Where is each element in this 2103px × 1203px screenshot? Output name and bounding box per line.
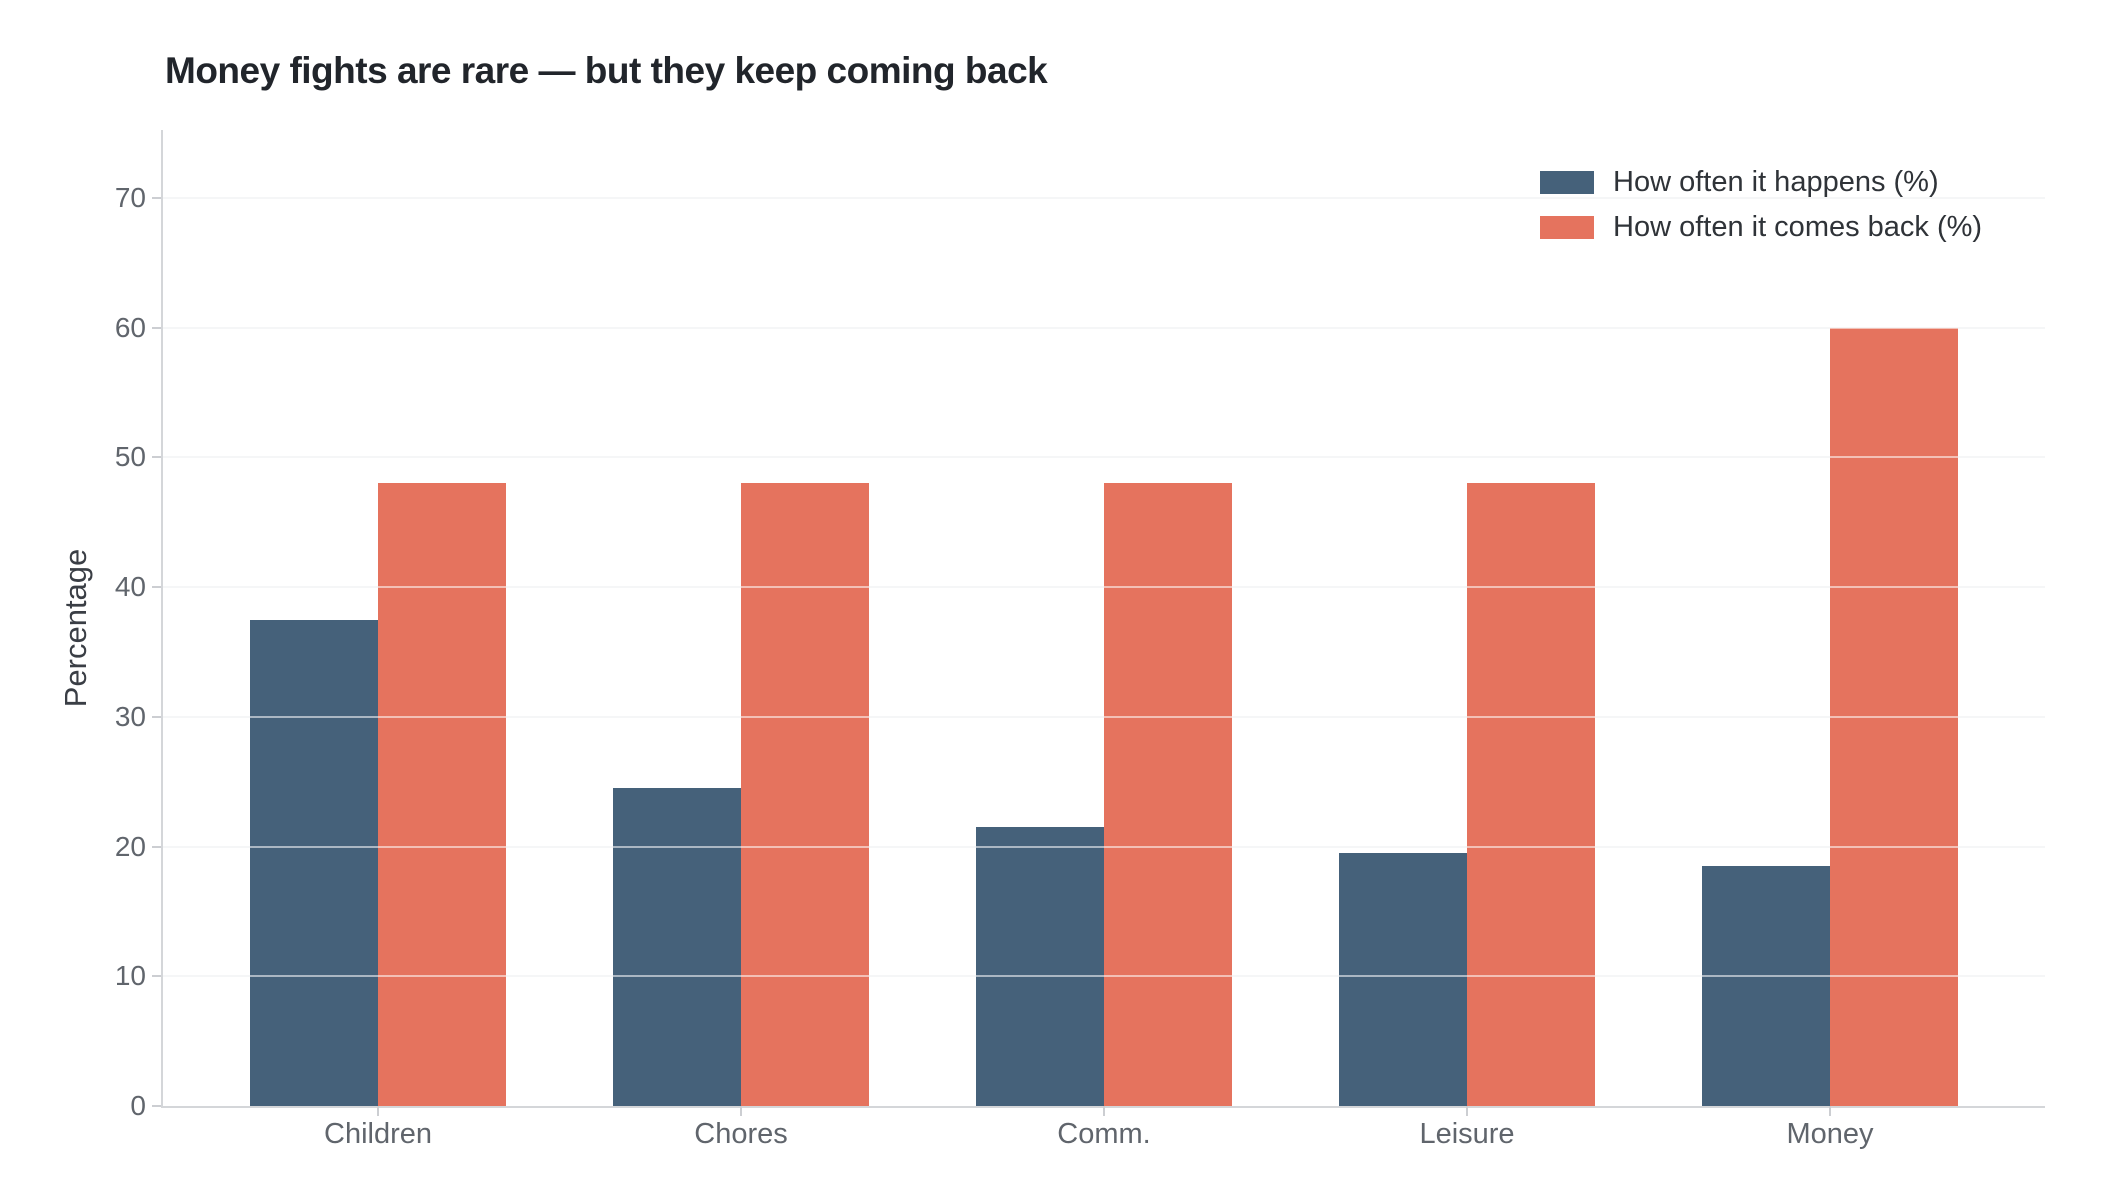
x-tick-mark-chores (740, 1106, 742, 1116)
plot-area (163, 130, 2045, 1106)
x-tick-mark-leisure (1466, 1106, 1468, 1116)
x-tick-label-comm: Comm. (1057, 1118, 1151, 1150)
y-tick-label-50: 50 (114, 441, 146, 473)
y-tick-label-60: 60 (114, 311, 146, 343)
y-tick-mark-10 (152, 975, 161, 978)
legend-swatch-happens (1540, 171, 1594, 194)
y-axis-line (161, 130, 163, 1108)
y-tick-mark-30 (152, 715, 161, 718)
x-tick-mark-comm (1103, 1106, 1105, 1116)
bar-how-often-it-happens-money (1702, 866, 1830, 1106)
bar-how-often-it-comes-back-children (378, 483, 506, 1106)
y-tick-label-10: 10 (114, 960, 146, 992)
y-tick-label-20: 20 (114, 830, 146, 862)
legend: How often it happens (%) How often it co… (1540, 166, 1982, 256)
y-tick-mark-70 (152, 197, 161, 200)
x-tick-label-leisure: Leisure (1419, 1118, 1515, 1150)
y-tick-mark-60 (152, 326, 161, 329)
x-tick-label-chores: Chores (694, 1118, 788, 1150)
chart-title: Money fights are rare — but they keep co… (165, 50, 1048, 91)
bar-how-often-it-happens-comm (976, 827, 1104, 1106)
bar-how-often-it-happens-leisure (1339, 853, 1467, 1106)
x-tick-mark-money (1829, 1106, 1831, 1116)
bar-how-often-it-comes-back-leisure (1467, 483, 1595, 1106)
y-tick-mark-40 (152, 586, 161, 589)
y-tick-label-70: 70 (114, 182, 146, 214)
y-tick-label-0: 0 (130, 1090, 146, 1121)
x-tick-label-children: Children (324, 1118, 432, 1150)
x-tick-mark-children (377, 1106, 379, 1116)
y-tick-mark-20 (152, 845, 161, 848)
legend-swatch-comes-back (1540, 216, 1594, 239)
legend-item-comes-back: How often it comes back (%) (1540, 211, 1982, 244)
legend-label-happens: How often it happens (%) (1613, 166, 1939, 198)
gridline-60 (163, 326, 2045, 329)
gridline-50 (163, 456, 2045, 459)
y-tick-label-30: 30 (114, 700, 146, 732)
y-tick-label-40: 40 (114, 571, 146, 603)
y-tick-mark-50 (152, 456, 161, 459)
bar-how-often-it-comes-back-money (1830, 327, 1958, 1106)
y-tick-mark-0 (152, 1105, 161, 1107)
bar-how-often-it-happens-chores (613, 788, 741, 1106)
legend-item-happens: How often it happens (%) (1540, 166, 1982, 199)
bar-how-often-it-happens-children (250, 619, 378, 1106)
legend-label-comes-back: How often it comes back (%) (1613, 211, 1983, 243)
x-tick-label-money: Money (1786, 1118, 1874, 1150)
bar-how-often-it-comes-back-chores (741, 483, 869, 1106)
bar-how-often-it-comes-back-comm (1104, 483, 1232, 1106)
